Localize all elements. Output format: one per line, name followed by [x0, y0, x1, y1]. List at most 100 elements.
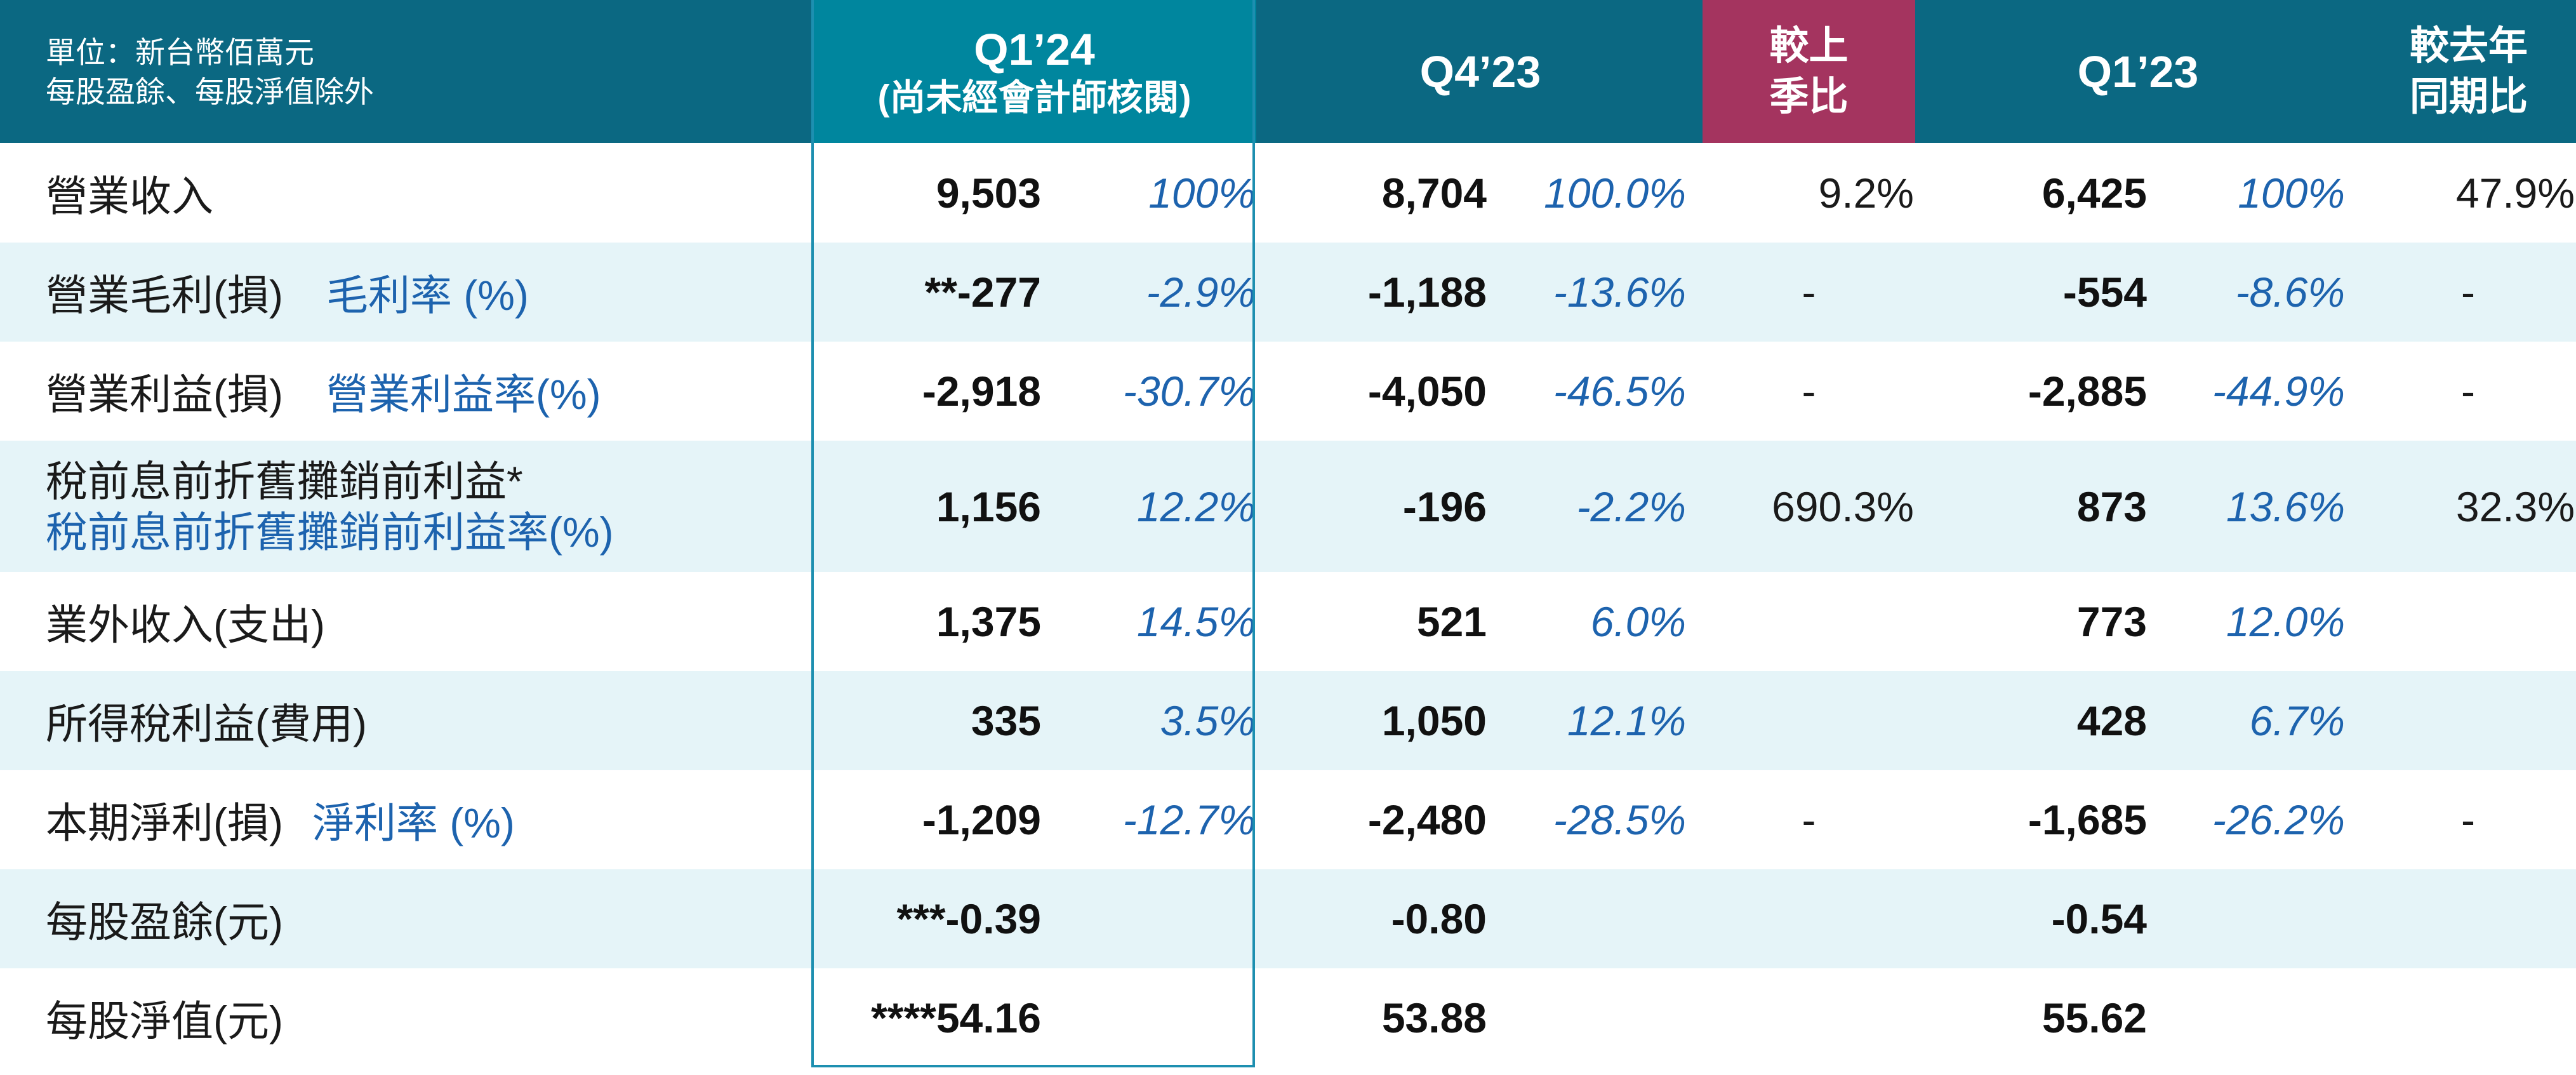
q1-23-percent: -44.9%: [2212, 368, 2345, 415]
yoy-change: -: [2461, 368, 2475, 415]
item-name: 營業利益(損): [46, 371, 283, 418]
current-period-note: (尚未經會計師核閱): [877, 77, 1192, 118]
table-row: 所得稅利益(費用) 335 3.5% 1,050 12.1% 428 6.7%: [0, 671, 2576, 770]
row-label: 業外收入(支出): [46, 572, 325, 671]
item-name: 本期淨利(損): [46, 799, 283, 846]
yoy-line2: 同期比: [2409, 74, 2528, 119]
table-row: 營業收入 9,503 100% 8,704 100.0% 9.2% 6,425 …: [0, 144, 2576, 243]
q1-24-value: **-277: [924, 269, 1041, 316]
q1-23-value: 873: [2076, 483, 2147, 530]
q1-24-value: 1,156: [936, 483, 1041, 530]
q1-24-percent: 100%: [1148, 170, 1256, 217]
table-header: 單位：新台幣佰萬元 每股盈餘、每股淨值除外 Q1’24 (尚未經會計師核閱) Q…: [0, 0, 2576, 143]
qoq-change: 690.3%: [1772, 483, 1914, 530]
header-prior-year-quarter: Q1’23: [1916, 0, 2360, 143]
table-row: 稅前息前折舊攤銷前利益* 稅前息前折舊攤銷前利益率(%) 1,156 12.2%…: [0, 441, 2576, 572]
qoq-line2: 季比: [1769, 74, 1849, 119]
q1-23-value: 428: [2076, 697, 2147, 744]
q4-23-value: 1,050: [1381, 697, 1487, 744]
header-yoy: 較去年 同期比: [2361, 0, 2576, 143]
header-current-period: Q1’24 (尚未經會計師核閱): [813, 0, 1256, 143]
qoq-change: -: [1802, 796, 1816, 843]
q1-24-percent: 12.2%: [1136, 483, 1256, 530]
q4-23-value: -0.80: [1391, 895, 1487, 942]
q4-23-percent: -46.5%: [1553, 368, 1686, 415]
table-row: 本期淨利(損) 淨利率 (%) -1,209 -12.7% -2,480 -28…: [0, 770, 2576, 869]
q4-23-value: 8,704: [1381, 170, 1487, 217]
q1-24-value: -2,918: [922, 368, 1041, 415]
q4-23-value: -1,188: [1367, 269, 1487, 316]
yoy-change: -: [2461, 796, 2475, 843]
q1-24-value: 1,375: [936, 598, 1041, 645]
ratio-name: 毛利率 (%): [326, 272, 529, 319]
item-name: 營業收入: [46, 173, 213, 220]
q1-24-value: ***-0.39: [896, 895, 1042, 942]
item-name: 每股盈餘(元): [46, 898, 283, 945]
q1-23-value: 773: [2076, 598, 2147, 645]
prior-quarter-label: Q4’23: [1419, 46, 1541, 97]
yoy-change: 47.9%: [2455, 170, 2575, 217]
item-name: 稅前息前折舊攤銷前利益*: [46, 457, 523, 505]
q1-24-percent: -12.7%: [1122, 796, 1256, 843]
yoy-change: 32.3%: [2455, 483, 2575, 530]
q1-24-value: ****54.16: [871, 994, 1041, 1041]
q4-23-value: -4,050: [1367, 368, 1487, 415]
q1-24-value: 335: [971, 697, 1041, 744]
current-period-label: Q1’24: [974, 24, 1095, 74]
q1-23-percent: 12.0%: [2226, 598, 2345, 645]
q1-24-percent: -30.7%: [1122, 368, 1256, 415]
q1-23-percent: 100%: [2238, 170, 2345, 217]
ratio-name: 稅前息前折舊攤銷前利益率(%): [46, 508, 614, 556]
row-label: 稅前息前折舊攤銷前利益* 稅前息前折舊攤銷前利益率(%): [46, 441, 614, 572]
qoq-change: -: [1802, 368, 1816, 415]
yoy-change: -: [2461, 269, 2475, 316]
item-name: 業外收入(支出): [46, 601, 325, 648]
table-row: 營業毛利(損) 毛利率 (%) **-277 -2.9% -1,188 -13.…: [0, 243, 2576, 342]
q1-24-value: 9,503: [936, 170, 1041, 217]
q4-23-percent: -2.2%: [1576, 483, 1686, 530]
header-qoq: 較上 季比: [1703, 0, 1915, 143]
q4-23-percent: -28.5%: [1553, 796, 1686, 843]
row-label: 每股淨值(元): [46, 968, 283, 1067]
q1-23-value: -1,685: [2028, 796, 2147, 843]
ratio-name: 淨利率 (%): [312, 799, 515, 846]
q1-23-percent: -8.6%: [2235, 269, 2345, 316]
q1-23-value: 55.62: [2042, 994, 2147, 1041]
q1-24-value: -1,209: [922, 796, 1041, 843]
q4-23-percent: 12.1%: [1567, 697, 1686, 744]
q1-24-percent: 14.5%: [1136, 598, 1256, 645]
row-label: 營業收入: [46, 144, 213, 243]
q1-23-value: 6,425: [2042, 170, 2147, 217]
row-label: 營業利益(損) 營業利益率(%): [46, 342, 601, 441]
q4-23-value: 521: [1416, 598, 1487, 645]
unit-note: 單位：新台幣佰萬元 每股盈餘、每股淨值除外: [46, 33, 374, 112]
q4-23-value: 53.88: [1381, 994, 1487, 1041]
ratio-name: 營業利益率(%): [326, 371, 601, 418]
unit-note-line1: 單位：新台幣佰萬元: [46, 36, 314, 69]
q1-24-percent: -2.9%: [1146, 269, 1256, 316]
q4-23-percent: 6.0%: [1590, 598, 1686, 645]
qoq-change: 9.2%: [1818, 170, 1914, 217]
q1-23-value: -2,885: [2028, 368, 2147, 415]
row-label: 營業毛利(損) 毛利率 (%): [46, 243, 529, 342]
item-name: 所得稅利益(費用): [46, 700, 367, 747]
table-row: 營業利益(損) 營業利益率(%) -2,918 -30.7% -4,050 -4…: [0, 342, 2576, 441]
item-name: 營業毛利(損): [46, 272, 283, 319]
item-name: 每股淨值(元): [46, 998, 283, 1045]
prior-year-quarter-label: Q1’23: [2077, 46, 2199, 97]
qoq-line1: 較上: [1769, 23, 1849, 68]
q1-23-percent: -26.2%: [2212, 796, 2345, 843]
q1-23-value: -0.54: [2051, 895, 2147, 942]
row-label: 所得稅利益(費用): [46, 671, 367, 770]
row-label: 本期淨利(損) 淨利率 (%): [46, 770, 515, 869]
q1-23-percent: 13.6%: [2226, 483, 2345, 530]
table-row: 業外收入(支出) 1,375 14.5% 521 6.0% 773 12.0%: [0, 572, 2576, 671]
unit-note-line2: 每股盈餘、每股淨值除外: [46, 75, 374, 109]
row-label: 每股盈餘(元): [46, 869, 283, 968]
header-prior-quarter: Q4’23: [1277, 0, 1683, 143]
q1-23-percent: 6.7%: [2249, 697, 2345, 744]
yoy-line1: 較去年: [2409, 23, 2528, 68]
q1-24-percent: 3.5%: [1160, 697, 1256, 744]
q4-23-value: -196: [1402, 483, 1487, 530]
q1-23-value: -554: [2062, 269, 2147, 316]
